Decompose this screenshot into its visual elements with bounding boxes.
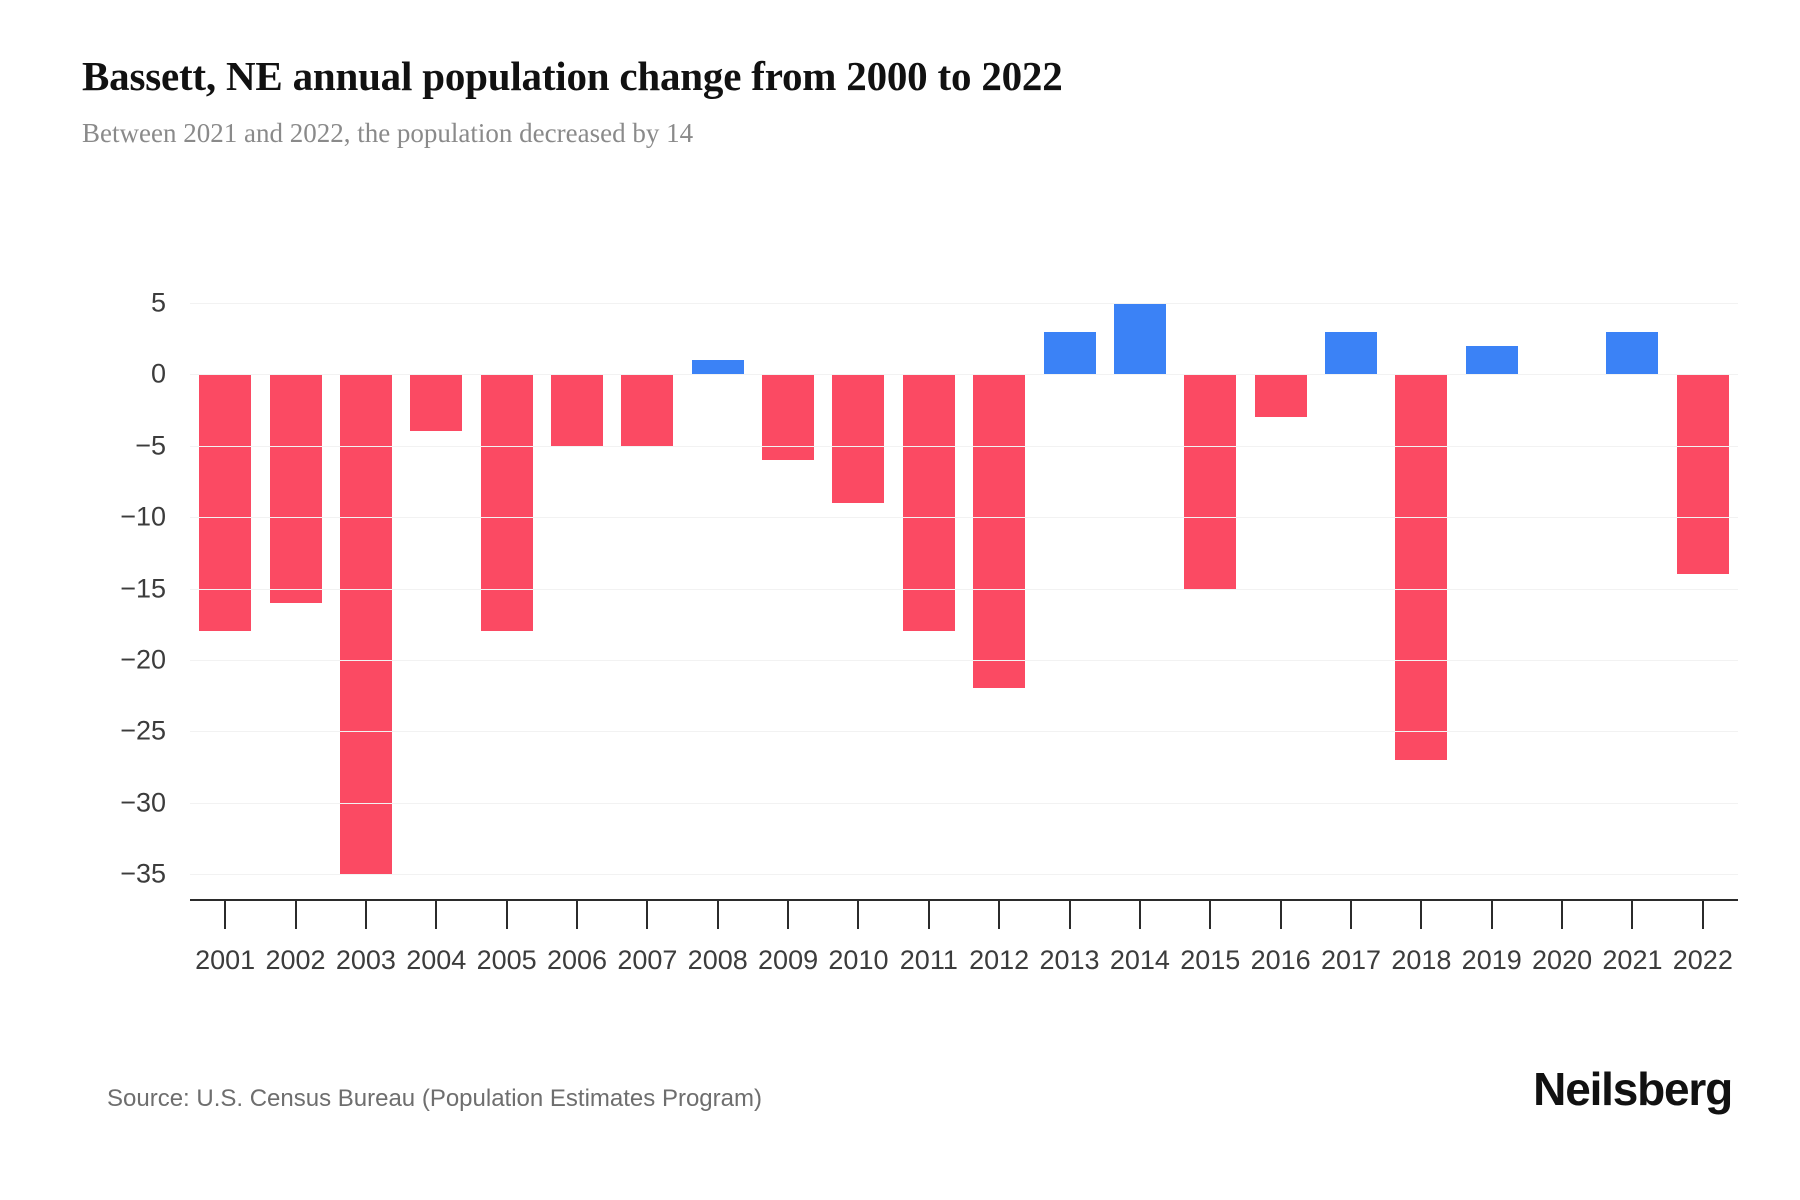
bar-2014[interactable] [1113, 303, 1166, 375]
x-axis-tick [505, 901, 508, 929]
gridline [190, 802, 1738, 804]
y-axis-tick-label: −35 [120, 858, 166, 889]
bar-2018[interactable] [1395, 374, 1448, 760]
y-axis-tick-label: −25 [120, 715, 166, 746]
bar-2015[interactable] [1184, 374, 1237, 589]
bar-2010[interactable] [832, 374, 885, 503]
x-axis-tick-label: 2008 [687, 945, 748, 975]
x-axis-tick-label: 2012 [969, 945, 1030, 975]
x-axis-tick-label: 2004 [406, 945, 467, 975]
x-axis-line [190, 899, 1738, 901]
bar-2001[interactable] [199, 374, 252, 632]
x-axis-tick [1701, 901, 1704, 929]
bar-2003[interactable] [339, 374, 392, 874]
x-axis-tick [1209, 901, 1212, 929]
bar-2019[interactable] [1465, 345, 1518, 375]
page-title: Bassett, NE annual population change fro… [82, 53, 1063, 99]
bar-2006[interactable] [550, 374, 604, 446]
x-axis-tick-label: 2010 [828, 945, 889, 975]
x-axis-tick-label: 2002 [265, 945, 326, 975]
x-axis-tick [224, 901, 227, 929]
x-axis-tick-label: 2016 [1250, 945, 1311, 975]
bar-2016[interactable] [1254, 374, 1307, 418]
neilsberg-logo: Neilsberg [1533, 1063, 1733, 1115]
x-axis-tick [1561, 901, 1564, 929]
x-axis-tick [646, 901, 649, 929]
y-axis-tick-label: −10 [120, 501, 166, 532]
gridline [190, 445, 1738, 447]
bar-2017[interactable] [1324, 331, 1378, 375]
gridline [190, 303, 1738, 304]
bar-2011[interactable] [902, 374, 955, 632]
x-axis-tick [1490, 901, 1493, 929]
bar-2008[interactable] [691, 360, 744, 375]
x-axis-tick [1138, 901, 1141, 929]
x-axis-tick-label: 2001 [195, 945, 256, 975]
x-axis-tick-label: 2006 [546, 945, 608, 975]
bar-2021[interactable] [1606, 331, 1659, 375]
y-axis-tick-label: −30 [120, 787, 166, 818]
x-axis-tick-label: 2003 [335, 945, 396, 975]
bar-2022[interactable] [1676, 374, 1729, 575]
gridline [190, 659, 1738, 661]
y-axis-tick-label: −20 [120, 644, 166, 675]
bar-2012[interactable] [973, 374, 1026, 689]
x-axis-tick [1420, 901, 1423, 929]
x-axis-tick [998, 901, 1001, 929]
x-axis-tick [1068, 901, 1071, 929]
x-axis-tick-label: 2009 [758, 945, 819, 975]
x-axis-tick-label: 2019 [1461, 945, 1522, 975]
x-axis-tick-label: 2020 [1532, 945, 1593, 975]
gridline [190, 588, 1738, 590]
bar-2009[interactable] [762, 374, 815, 461]
plot-area [190, 303, 1738, 874]
bar-2004[interactable] [410, 374, 463, 432]
x-axis-tick [1279, 901, 1282, 929]
x-axis-tick-label: 2014 [1109, 945, 1170, 975]
x-axis-tick-label: 2013 [1039, 945, 1100, 975]
bar-2005[interactable] [480, 374, 533, 632]
x-axis-tick [716, 901, 719, 929]
page-subtitle: Between 2021 and 2022, the population de… [82, 118, 694, 148]
gridline [190, 874, 1738, 875]
x-axis-tick [576, 901, 578, 929]
x-axis-tick-label: 2005 [476, 945, 537, 975]
x-axis-tick [857, 901, 860, 929]
x-axis-tick [787, 901, 790, 929]
bar-2013[interactable] [1043, 331, 1096, 375]
x-axis-tick-label: 2015 [1180, 945, 1241, 975]
source-note: Source: U.S. Census Bureau (Population E… [107, 1085, 762, 1112]
x-axis-tick-label: 2018 [1391, 945, 1452, 975]
y-axis-tick-label: 5 [150, 287, 166, 318]
y-axis-tick-label: 0 [150, 358, 166, 389]
gridline [190, 731, 1738, 733]
x-axis-tick-label: 2017 [1320, 945, 1382, 975]
x-axis-tick-label: 2022 [1672, 945, 1733, 975]
gridline [190, 517, 1738, 519]
x-axis-tick [1631, 901, 1634, 929]
x-axis-tick-label: 2007 [617, 945, 678, 975]
bars-layer [190, 303, 1738, 874]
gridline [190, 374, 1738, 376]
x-axis-tick [364, 901, 367, 929]
x-axis-tick-label: 2021 [1602, 945, 1663, 975]
x-axis-tick [435, 901, 438, 929]
x-axis-tick-label: 2011 [899, 945, 958, 975]
y-axis-tick-label: −5 [135, 430, 166, 461]
bar-2007[interactable] [621, 374, 674, 446]
bar-2002[interactable] [269, 374, 322, 603]
x-axis-tick [1350, 901, 1352, 929]
y-axis-tick-label: −15 [120, 573, 166, 603]
x-axis-tick [927, 901, 930, 929]
x-axis-tick [294, 901, 297, 929]
